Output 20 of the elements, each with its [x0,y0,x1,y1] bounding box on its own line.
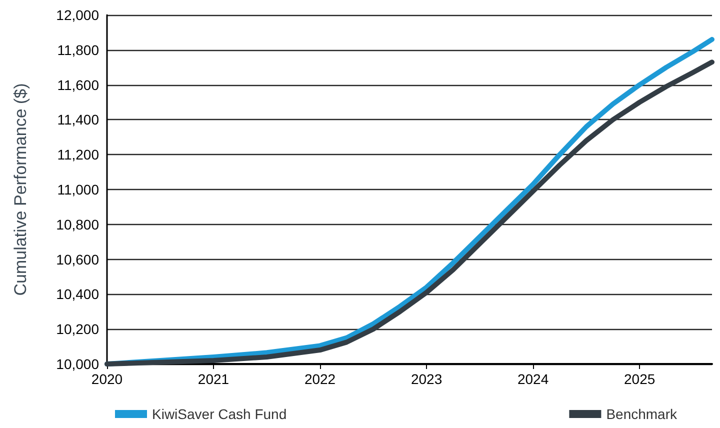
y-tick-label: 11,800 [57,42,100,58]
x-tick-label: 2023 [410,371,442,387]
y-tick-label: 12,000 [56,7,100,23]
y-tick-label: 11,600 [57,76,100,93]
y-tick-label: 10,600 [56,251,100,268]
y-tick-label: 10,400 [56,286,100,302]
y-tick-label: 10,200 [56,321,100,338]
y-tick-label: 10,000 [56,356,100,372]
y-tick-label: 10,800 [56,216,100,232]
x-tick-label: 2020 [91,371,123,387]
y-tick-label: 11,200 [57,146,100,163]
y-tick-label: 11,400 [57,112,100,128]
x-tick-label: 2021 [198,371,230,387]
legend-label: Benchmark [606,406,678,422]
y-tick-label: 11,000 [57,182,100,198]
y-axis-title: Cumulative Performance ($) [11,83,30,296]
legend-label: KiwiSaver Cash Fund [152,406,287,422]
x-tick-label: 2022 [304,371,336,387]
x-tick-label: 2024 [517,371,549,387]
x-tick-label: 2025 [624,371,656,387]
